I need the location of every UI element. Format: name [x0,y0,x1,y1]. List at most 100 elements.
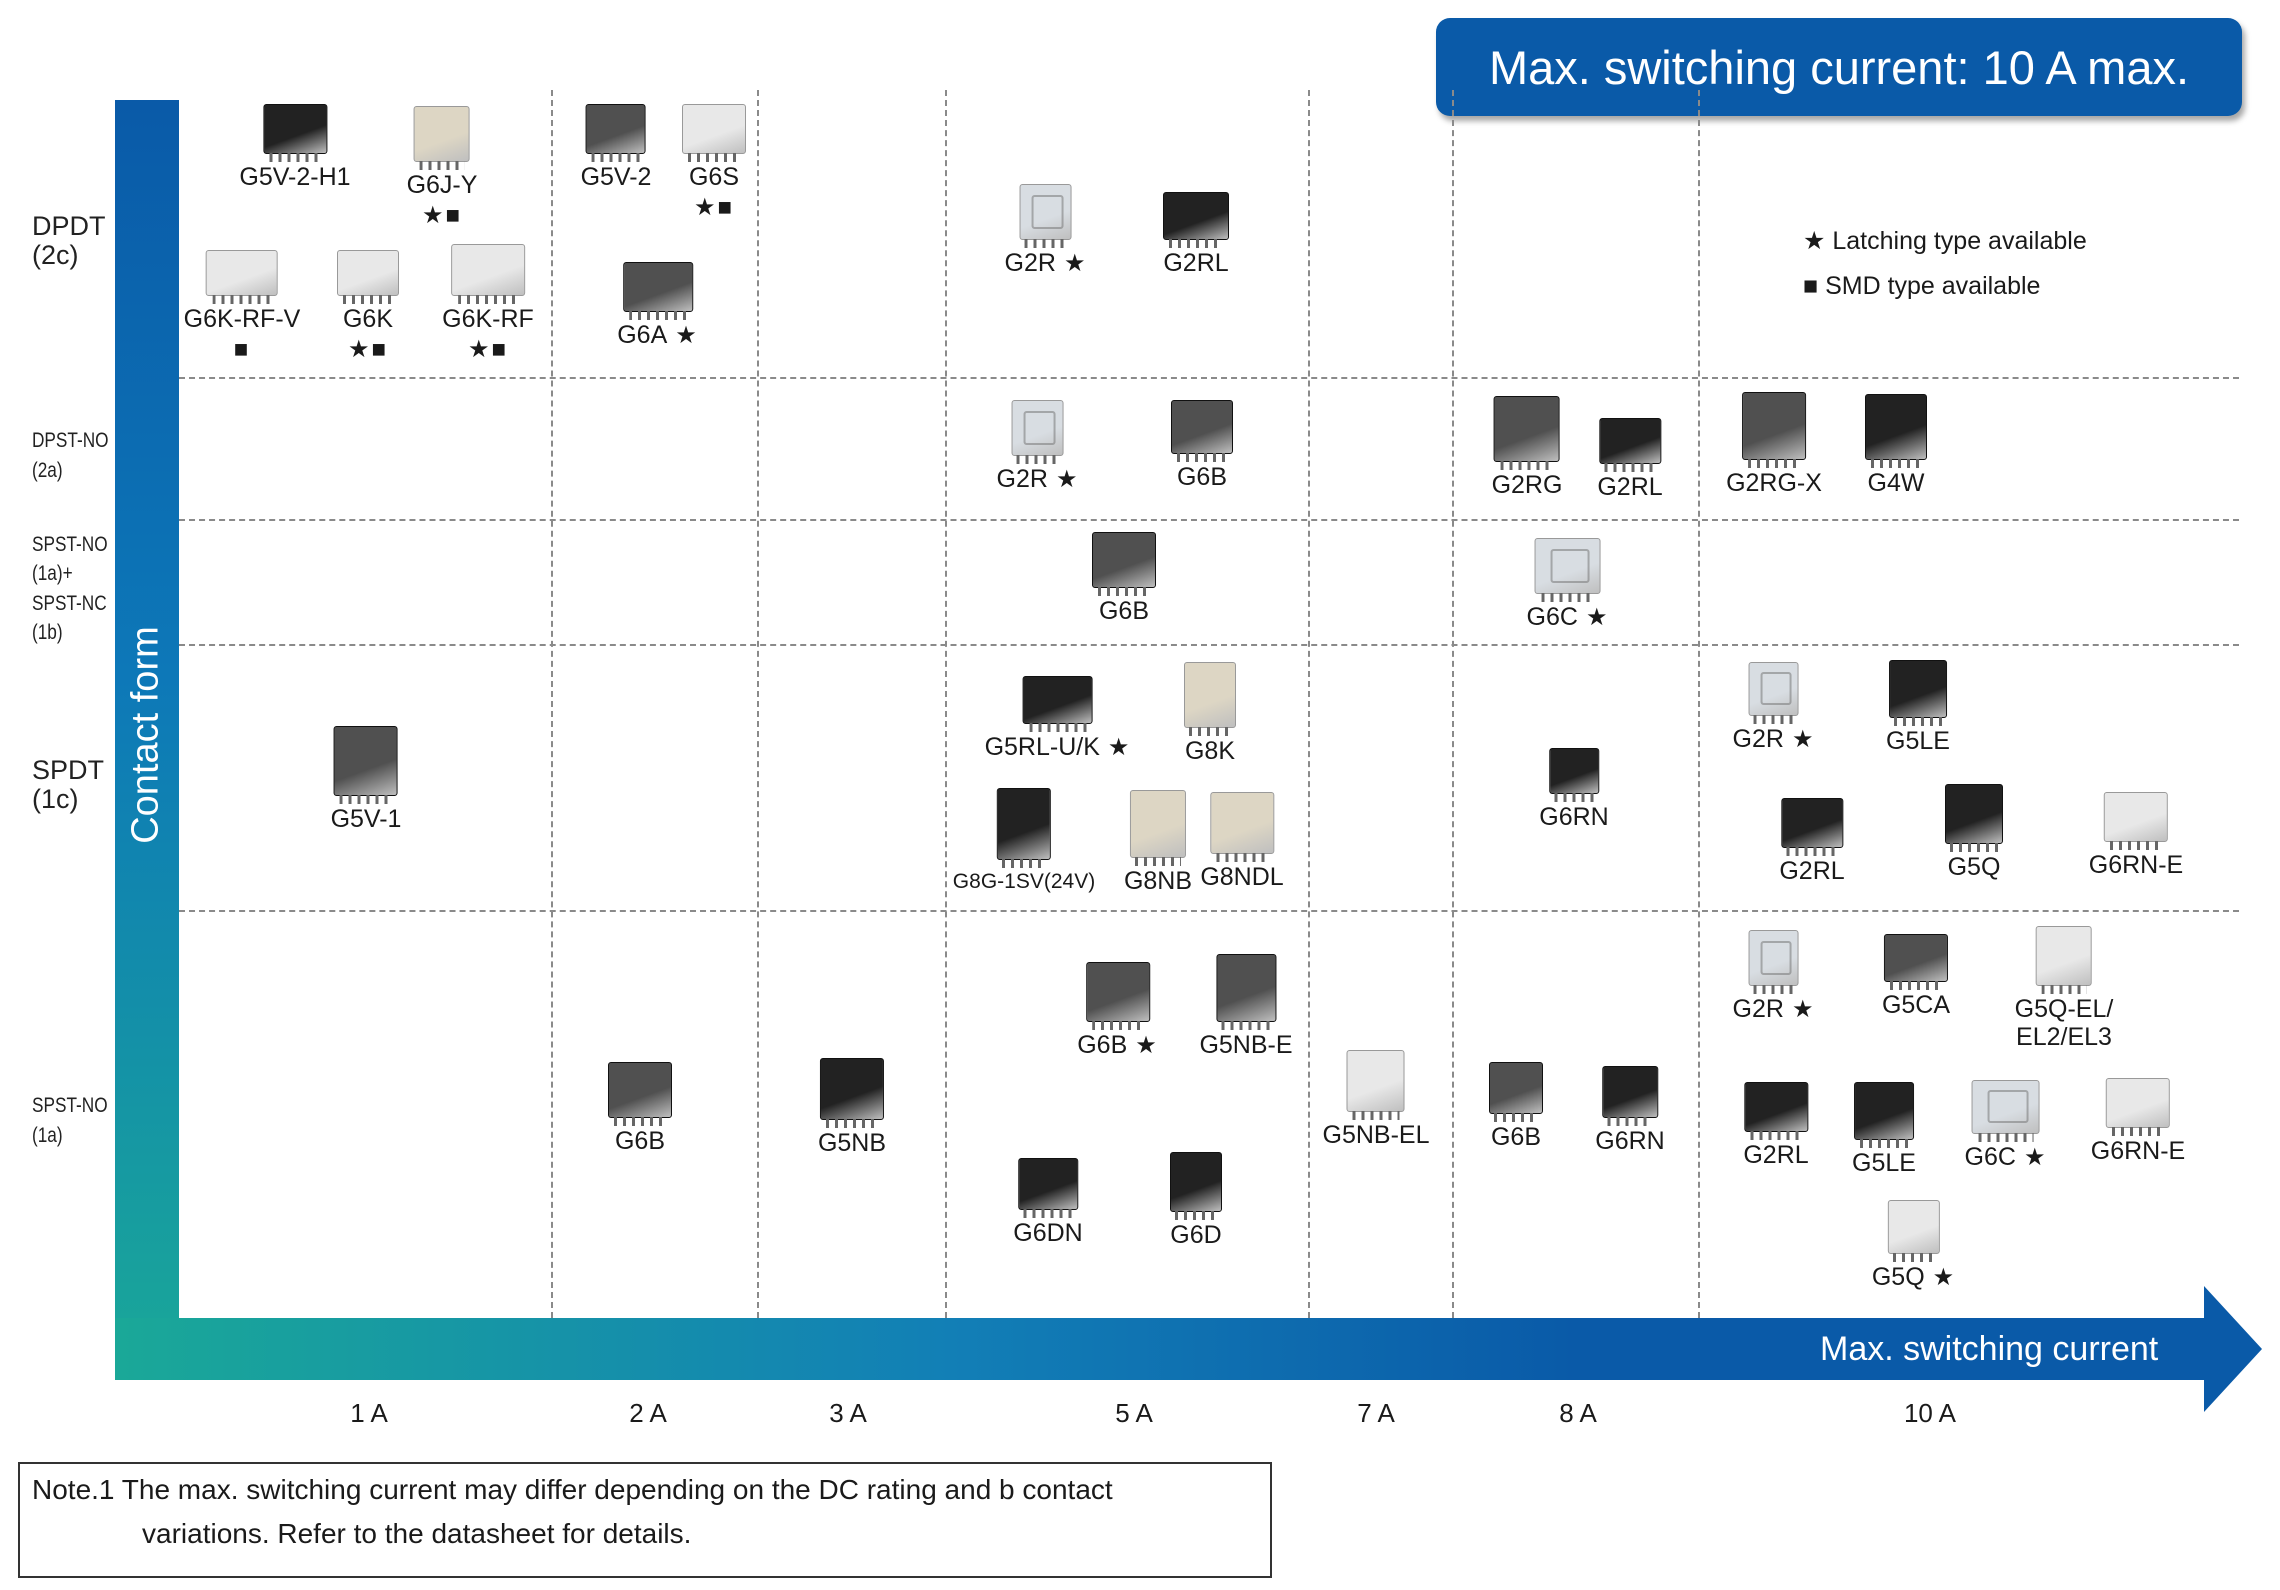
product-name: G5LE [1886,727,1950,755]
square-icon: ■ [1803,272,1819,300]
product-g2r-dpdt: G2R ★ [1005,184,1088,278]
product-label: G2RG-X [1726,469,1822,498]
star-icon: ★ [2023,1144,2048,1171]
product-name: G2RL [1743,1141,1809,1169]
product-name: G6D [1170,1221,1222,1249]
relay-icon [1163,192,1229,248]
product-label: G2R ★ [1004,249,1088,278]
product-label: G2RL [1597,473,1663,502]
product-g5q-spst: G5Q ★ [1872,1200,1956,1292]
relay-icon [586,104,646,162]
relay-icon [413,106,470,170]
relay-icon [682,104,746,162]
product-name: G2RL [1597,473,1663,501]
product-name: G5V-2 [580,163,652,191]
star-icon: ★ [1135,1032,1159,1059]
row-label-line: (2c) [32,239,79,270]
row-label-dpdt: DPDT (2c) [32,212,106,269]
note-line-1: Note.1 The max. switching current may di… [32,1474,1113,1505]
relay-icon [1011,400,1064,464]
product-name: G6RN [1539,803,1609,831]
row-label-line: (1a)+ [32,562,73,586]
row-label-line: (2a) [32,459,63,483]
grid-line [179,910,2239,912]
y-axis-label: Contact form [124,626,167,844]
row-label-line: SPST-NO [32,533,108,556]
relay-icon [1210,792,1274,862]
product-name: G6RN [1595,1127,1665,1155]
product-g8ndl: G8NDL [1200,792,1284,892]
x-axis-label: Max. switching current [1820,1330,2159,1368]
product-g6d: G6D [1170,1152,1222,1250]
row-label-spst-no-nc: SPST-NO (1a)+ SPST-NC (1b) [32,533,108,644]
relay-icon [1170,1152,1222,1220]
product-label: G8G-1SV(24V) [953,870,1095,893]
column-label-7a: 7 A [1357,1398,1395,1428]
product-name: G5RL-U/K [984,733,1100,761]
relay-icon [1184,662,1236,736]
relay-icon [1549,748,1599,802]
relay-icon [1171,400,1233,462]
product-name: G4W [1867,469,1925,497]
product-name: G6K [342,305,394,333]
product-label: G6B [1171,463,1233,492]
product-label: G5Q [1945,853,2003,882]
product-name: G6DN [1013,1219,1083,1247]
latching-smd-icons: ★■ [467,335,508,363]
star-icon: ★ [1107,734,1132,761]
product-label: G2R ★ [1733,995,1816,1024]
relay-icon [1599,418,1661,472]
product-label: G2RG [1492,471,1563,500]
product-name: G2R [996,465,1048,493]
chart-title: Max. switching current: 10 A max. [1436,18,2242,116]
relay-icon [608,1062,672,1126]
product-label: G5LE [1886,727,1950,756]
relay-icon [1748,662,1799,724]
relay-icon [262,104,327,162]
star-icon: ★ [1055,466,1080,493]
product-g6b-nonc: G6B [1092,532,1156,626]
relay-icon [2106,1078,2170,1136]
row-label-line: (1c) [32,783,79,814]
note-box: Note.1 The max. switching current may di… [18,1462,1272,1578]
row-label-line: DPDT [32,211,106,241]
product-g5nb: G5NB [818,1058,886,1158]
product-g6rn-e-spst: G6RN-E [2091,1078,2185,1166]
row-label-line: (1b) [32,620,63,644]
product-g6b-spst-8a: G6B [1489,1062,1543,1152]
product-label: G5LE [1852,1149,1916,1178]
product-label: G6S [682,163,746,192]
product-label: G6RN-E [2089,851,2183,880]
product-name: G5NB-EL [1322,1121,1430,1149]
product-label: G8NDL [1200,863,1283,892]
relay-icon [1019,184,1072,248]
product-name: G2R [1004,249,1056,277]
product-g6s: G6S ★■ [682,104,746,220]
latching-smd-icons: ★■ [347,335,388,363]
product-label: G5NB [818,1129,886,1158]
product-label: G8K [1184,737,1236,766]
relay-icon [1781,798,1843,856]
product-name: G6RN-E [2090,1137,2186,1165]
product-name: G6A [617,321,668,349]
product-label: G6B [608,1127,672,1156]
product-label: G5Q-EL/EL2/EL3 [2015,995,2114,1051]
star-icon: ★ [1063,250,1088,277]
product-g5le-spst: G5LE [1852,1082,1916,1178]
product-name: G2RL [1163,249,1229,277]
product-name: G5Q [1947,853,2001,881]
product-label: G6B ★ [1077,1031,1159,1060]
product-g6k-rf: G6K-RF ★■ [442,244,534,362]
grid-line [757,90,759,1318]
product-g6c-nonc: G6C ★ [1527,538,1610,632]
product-label: G6DN [1013,1219,1083,1248]
grid-line [1308,90,1310,1318]
product-label: G6C ★ [1965,1143,2048,1172]
product-g2r-dpst: G2R ★ [997,400,1080,494]
product-g2r-spst: G2R ★ [1733,930,1816,1024]
product-g6b-dpst: G6B [1171,400,1233,492]
row-label-line: SPST-NO [32,1094,108,1117]
relay-icon [1602,1066,1658,1126]
product-name: G5V-2-H1 [239,163,351,191]
